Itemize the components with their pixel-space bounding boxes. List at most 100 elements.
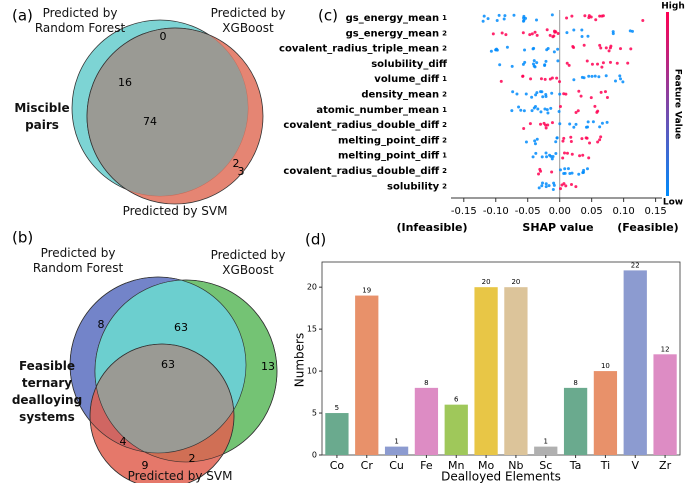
shap-dot (552, 183, 556, 187)
shap-dot (540, 184, 544, 188)
region-count: 2 (233, 157, 240, 170)
shap-dot (584, 125, 588, 129)
shap-dot (539, 122, 543, 126)
shap-dot (481, 19, 485, 23)
x-tick-label: 0.15 (644, 206, 666, 217)
feature-label: density_mean 2 (361, 90, 447, 101)
value-label: 10 (601, 362, 610, 370)
shap-dot (596, 140, 600, 144)
shap-dot (543, 77, 547, 81)
bar (384, 446, 409, 455)
feature-name: covalent_radius_double_diff (283, 166, 440, 177)
feature-suffix: 1 (442, 106, 447, 114)
shap-dot (556, 47, 560, 51)
colorbar-title: Feature Value (673, 69, 683, 140)
x-tick-label: -0.15 (451, 206, 477, 217)
value-label: 12 (661, 345, 670, 353)
shap-dot (558, 92, 562, 96)
shap-dot (521, 74, 525, 78)
shap-dot (589, 96, 593, 100)
region-count: 16 (118, 76, 132, 89)
region-count: 8 (98, 318, 105, 331)
shap-dot (599, 90, 603, 94)
shap-dot (528, 33, 532, 37)
shap-dot (587, 16, 591, 20)
x-tick-label: Ta (569, 459, 582, 472)
shap-dot (558, 168, 562, 172)
value-label: 19 (362, 287, 371, 295)
shap-dot (554, 140, 558, 144)
shap-dot (511, 90, 515, 94)
shap-dot (533, 142, 537, 146)
shap-dot (596, 62, 600, 66)
shap-dot (550, 91, 554, 95)
shap-dot (555, 76, 559, 80)
shap-dot (521, 62, 525, 66)
x-tick-label: 0.05 (581, 206, 603, 217)
value-label: 1 (394, 438, 398, 446)
shap-dot (530, 109, 534, 113)
shap-dot (534, 151, 538, 155)
shap-dot (557, 110, 561, 114)
feature-name: volume_diff (374, 74, 440, 85)
x-tick-label: Ti (600, 459, 610, 472)
shap-dot (542, 121, 546, 125)
feature-name: covalent_radius_triple_mean (279, 44, 439, 55)
shap-dot (544, 185, 548, 189)
shap-dot (618, 74, 622, 78)
shap-dot (561, 139, 565, 143)
shap-dot (599, 135, 603, 139)
feature-name: solubility_diff (371, 59, 448, 70)
shap-dot (572, 46, 576, 50)
bar (593, 371, 618, 455)
region-count: 9 (142, 459, 149, 472)
shap-dot (491, 32, 495, 36)
panel-label: (a) (12, 7, 33, 25)
x-label: Dealloyed Elements (441, 470, 561, 483)
shap-dot (537, 172, 541, 176)
shap-dot (605, 120, 609, 124)
value-label: 8 (573, 379, 577, 387)
shap-dot (539, 110, 543, 114)
shap-dot (604, 74, 608, 78)
shap-dot (582, 43, 586, 47)
region-count: 74 (143, 115, 157, 128)
x-tick-label: 0.10 (613, 206, 635, 217)
region-count: 63 (161, 358, 175, 371)
shap-dot (589, 15, 593, 19)
x-label: SHAP value (522, 221, 593, 234)
shap-dot (535, 137, 539, 141)
shap-dot (570, 14, 574, 18)
shap-dot (574, 110, 578, 114)
shap-dot (605, 96, 609, 100)
shap-dot (499, 79, 503, 83)
shap-dot (536, 107, 540, 111)
shap-dot (587, 74, 591, 78)
value-label: 8 (424, 379, 428, 387)
shap-dot (550, 121, 554, 125)
shap-dot (583, 14, 587, 18)
region-count: 0 (160, 30, 167, 43)
shap-dot (621, 80, 625, 84)
shap-dot (546, 123, 550, 127)
shap-dot (626, 61, 630, 65)
shap-dot (546, 46, 550, 50)
value-label: 22 (631, 261, 640, 269)
shap-dot (531, 155, 535, 159)
set-label: Predicted by XGBoost (210, 6, 286, 35)
y-label: Numbers (293, 333, 307, 387)
shap-dot (563, 171, 567, 175)
shap-dot (552, 181, 556, 185)
shap-dot (568, 172, 572, 176)
shap-dot (523, 48, 527, 52)
shap-dot (629, 47, 633, 51)
shap-dot (535, 91, 539, 95)
bar (534, 446, 558, 455)
region-count: 4 (120, 435, 127, 448)
value-label: 20 (511, 278, 520, 286)
region-count: 2 (189, 452, 196, 465)
shap-dot (590, 62, 594, 66)
shap-dot (600, 121, 604, 125)
shap-dot (585, 59, 589, 63)
shap-dot (604, 46, 608, 50)
